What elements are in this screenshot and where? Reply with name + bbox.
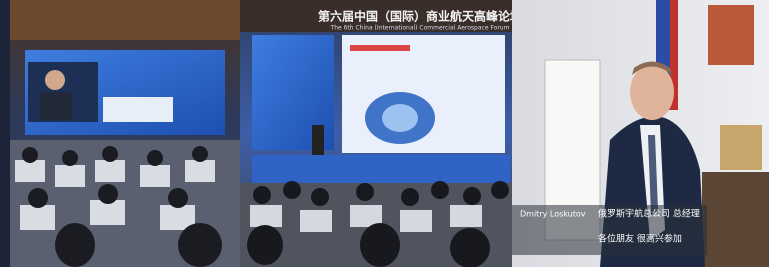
hall-photo — [10, 0, 240, 267]
photo-collage: 第六届中国（国际）商业航天高峰论坛 The 6th China (Interna… — [0, 0, 769, 267]
stage-photo: 第六届中国（国际）商业航天高峰论坛 The 6th China (Interna… — [240, 0, 522, 267]
banner-subtitle: The 6th China (International) Commercial… — [330, 25, 510, 32]
banner-title: 第六届中国（国际）商业航天高峰论坛 — [318, 9, 522, 24]
speaker-title: 俄罗斯宇航总公司 总经理 — [598, 208, 700, 220]
edge-strip — [0, 0, 10, 267]
speaker-subtitle: 各位朋友 很高兴参加 — [598, 233, 682, 245]
speaker-name: Dmitry Loskutov — [520, 210, 586, 219]
video-photo: Dmitry Loskutov 俄罗斯宇航总公司 总经理 各位朋友 很高兴参加 — [512, 0, 769, 267]
